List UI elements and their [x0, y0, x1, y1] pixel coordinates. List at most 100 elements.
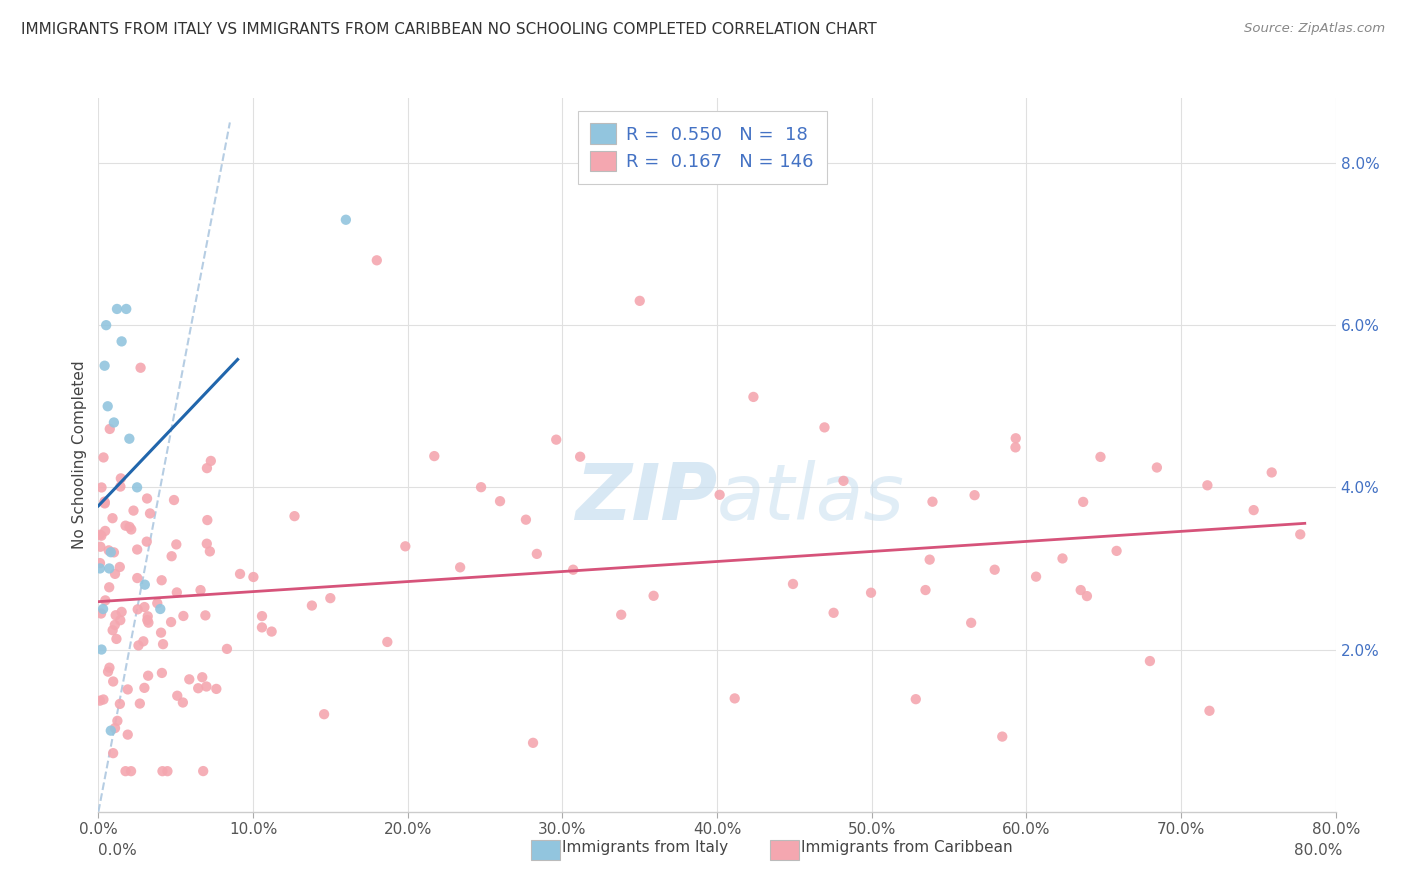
Point	[832, 474, 855, 488]
Point	[104, 608, 127, 623]
Point	[250, 620, 273, 634]
Point	[1105, 544, 1128, 558]
Point	[191, 670, 214, 684]
Point	[89, 540, 111, 554]
Point	[160, 615, 183, 629]
Point	[134, 600, 156, 615]
Point	[1139, 654, 1161, 668]
Point	[156, 764, 179, 779]
Point	[146, 596, 169, 610]
Point	[1076, 589, 1098, 603]
Point	[195, 513, 218, 527]
Point	[526, 547, 548, 561]
Point	[136, 491, 159, 506]
Point	[195, 537, 218, 551]
Point	[101, 674, 124, 689]
Point	[94, 593, 117, 607]
Point	[152, 764, 174, 779]
Point	[610, 607, 633, 622]
Point	[132, 634, 155, 648]
Point	[108, 560, 131, 574]
Point	[260, 624, 283, 639]
Point	[150, 625, 173, 640]
Point	[449, 560, 471, 574]
Point	[1146, 460, 1168, 475]
Point	[120, 764, 142, 779]
Point	[375, 635, 398, 649]
Point	[103, 416, 125, 430]
Point	[108, 697, 131, 711]
Point	[122, 503, 145, 517]
Point	[823, 606, 845, 620]
Point	[103, 545, 125, 559]
Point	[114, 518, 136, 533]
Point	[562, 563, 585, 577]
Point	[200, 454, 222, 468]
Point	[139, 507, 162, 521]
Text: Immigrants from Caribbean: Immigrants from Caribbean	[801, 840, 1014, 855]
Point	[194, 608, 217, 623]
Point	[89, 527, 111, 541]
Text: 0.0%: 0.0%	[98, 843, 138, 858]
Point	[179, 673, 201, 687]
Point	[110, 613, 132, 627]
Point	[98, 422, 121, 436]
Point	[91, 602, 114, 616]
Point	[97, 665, 120, 679]
Point	[90, 529, 112, 543]
Point	[643, 589, 665, 603]
Point	[114, 764, 136, 779]
Point	[90, 607, 112, 621]
Point	[166, 585, 188, 599]
Text: 80.0%: 80.0%	[1295, 843, 1343, 858]
Point	[1052, 551, 1074, 566]
Point	[1260, 466, 1282, 480]
Y-axis label: No Schooling Completed: No Schooling Completed	[72, 360, 87, 549]
Point	[470, 480, 492, 494]
Point	[93, 359, 115, 373]
Point	[118, 432, 141, 446]
Point	[97, 399, 120, 413]
Point	[166, 689, 188, 703]
Point	[104, 618, 127, 632]
Point	[134, 681, 156, 695]
Point	[1197, 478, 1219, 492]
Point	[94, 524, 117, 538]
Point	[93, 496, 115, 510]
Point	[1090, 450, 1112, 464]
Point	[628, 293, 651, 308]
Point	[101, 746, 124, 760]
Point	[118, 520, 141, 534]
Point	[742, 390, 765, 404]
Point	[90, 642, 112, 657]
Point	[104, 721, 127, 735]
Point	[319, 591, 342, 606]
Point	[93, 494, 115, 508]
Point	[1070, 583, 1092, 598]
Point	[136, 669, 159, 683]
Text: atlas: atlas	[717, 459, 905, 536]
Point	[335, 212, 357, 227]
Point	[115, 301, 138, 316]
Point	[127, 542, 149, 557]
Legend: R =  0.550   N =  18, R =  0.167   N = 146: R = 0.550 N = 18, R = 0.167 N = 146	[578, 111, 827, 184]
Point	[89, 561, 111, 575]
Point	[117, 682, 139, 697]
Point	[918, 552, 941, 566]
Point	[96, 318, 118, 333]
Text: ZIP: ZIP	[575, 459, 717, 536]
Point	[93, 692, 115, 706]
Point	[98, 561, 121, 575]
Point	[187, 681, 209, 696]
Point	[1243, 503, 1265, 517]
Point	[489, 494, 512, 508]
Point	[89, 556, 111, 570]
Point	[983, 563, 1005, 577]
Point	[150, 665, 173, 680]
Point	[314, 707, 336, 722]
Point	[860, 585, 883, 599]
Point	[242, 570, 264, 584]
Point	[423, 449, 446, 463]
Point	[129, 360, 152, 375]
Point	[963, 488, 986, 502]
